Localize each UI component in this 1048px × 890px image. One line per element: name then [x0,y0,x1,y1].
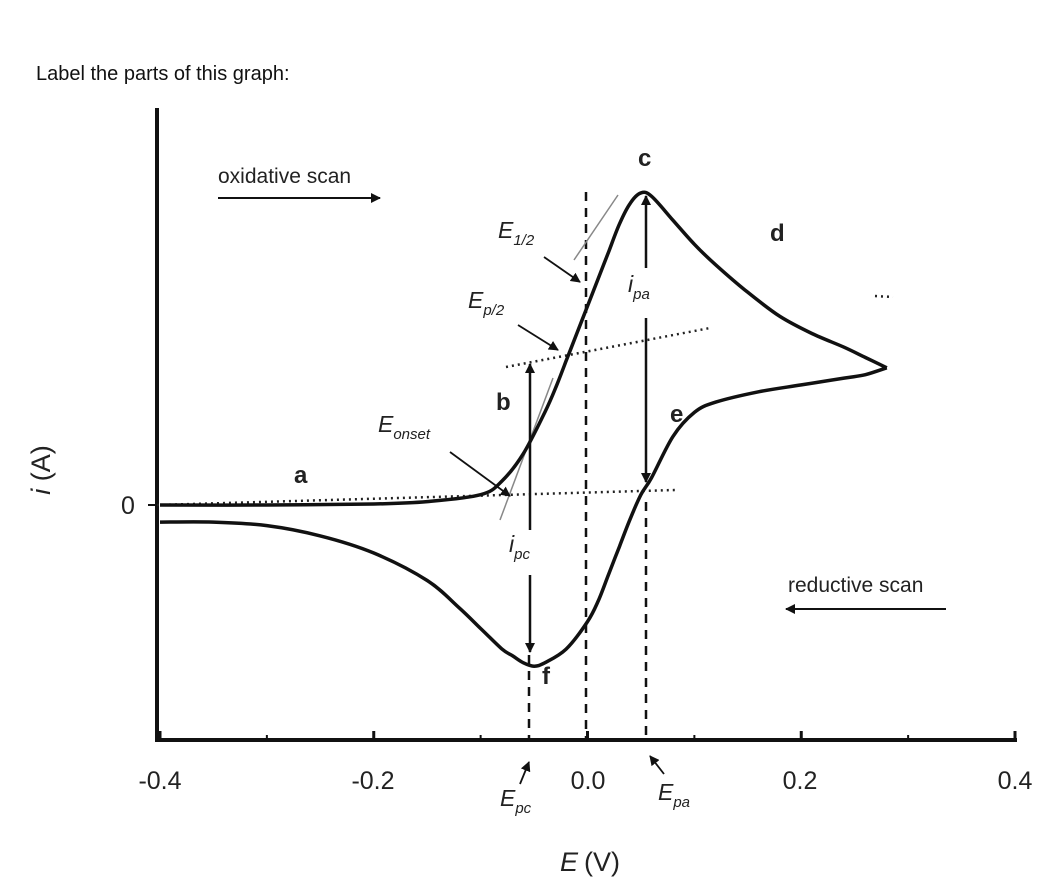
question-prompt: Label the parts of this graph: [36,63,290,85]
svg-text:(V): (V) [584,847,620,877]
y-tick-label: 0 [121,492,135,520]
e-pa-label: Epa [658,779,690,811]
x-tick-label: -0.2 [351,767,394,795]
e-half-pointer [543,256,581,283]
e-onset-label: Eonset [378,411,431,443]
part-label-d: d [770,220,785,247]
e-pc-label: Epc [500,785,532,817]
part-label-f: f [542,663,551,690]
x-tick-label: -0.4 [138,767,181,795]
part-label-b: b [496,389,511,416]
e-onset-pointer [449,451,511,497]
x-tick-label: 0.2 [783,767,818,795]
part-label-a: a [294,462,308,489]
i-pa-label: ipa [628,271,650,303]
peak-tangent-line [573,194,619,261]
x-axis-ticks [158,731,1017,740]
oxidative-baseline-dotted [156,488,676,507]
reductive-scan-label: reductive scan [788,574,923,597]
e-pa-pointer [649,755,665,775]
reductive-scan-curve [159,366,888,668]
y-axis-title: i (A) [26,445,56,495]
e-half-label: E1/2 [498,217,535,249]
part-label-e: e [670,401,683,428]
x-axis-title: E (V) [560,847,620,877]
reductive-baseline-dotted [505,326,711,369]
vertex-tail-dotted [874,294,894,299]
x-tick-label: 0.0 [571,767,606,795]
svg-text:E: E [560,847,579,877]
x-tick-label: 0.4 [998,767,1033,795]
e-p2-label: Ep/2 [468,287,505,319]
e-p2-pointer [517,324,559,351]
oxidative-scan-curve [159,190,888,507]
svg-text:i (A): i (A) [26,445,56,495]
i-pc-label: ipc [509,531,530,563]
oxidative-scan-label: oxidative scan [218,165,351,188]
part-label-c: c [638,145,651,172]
e-pc-pointer [519,761,531,785]
